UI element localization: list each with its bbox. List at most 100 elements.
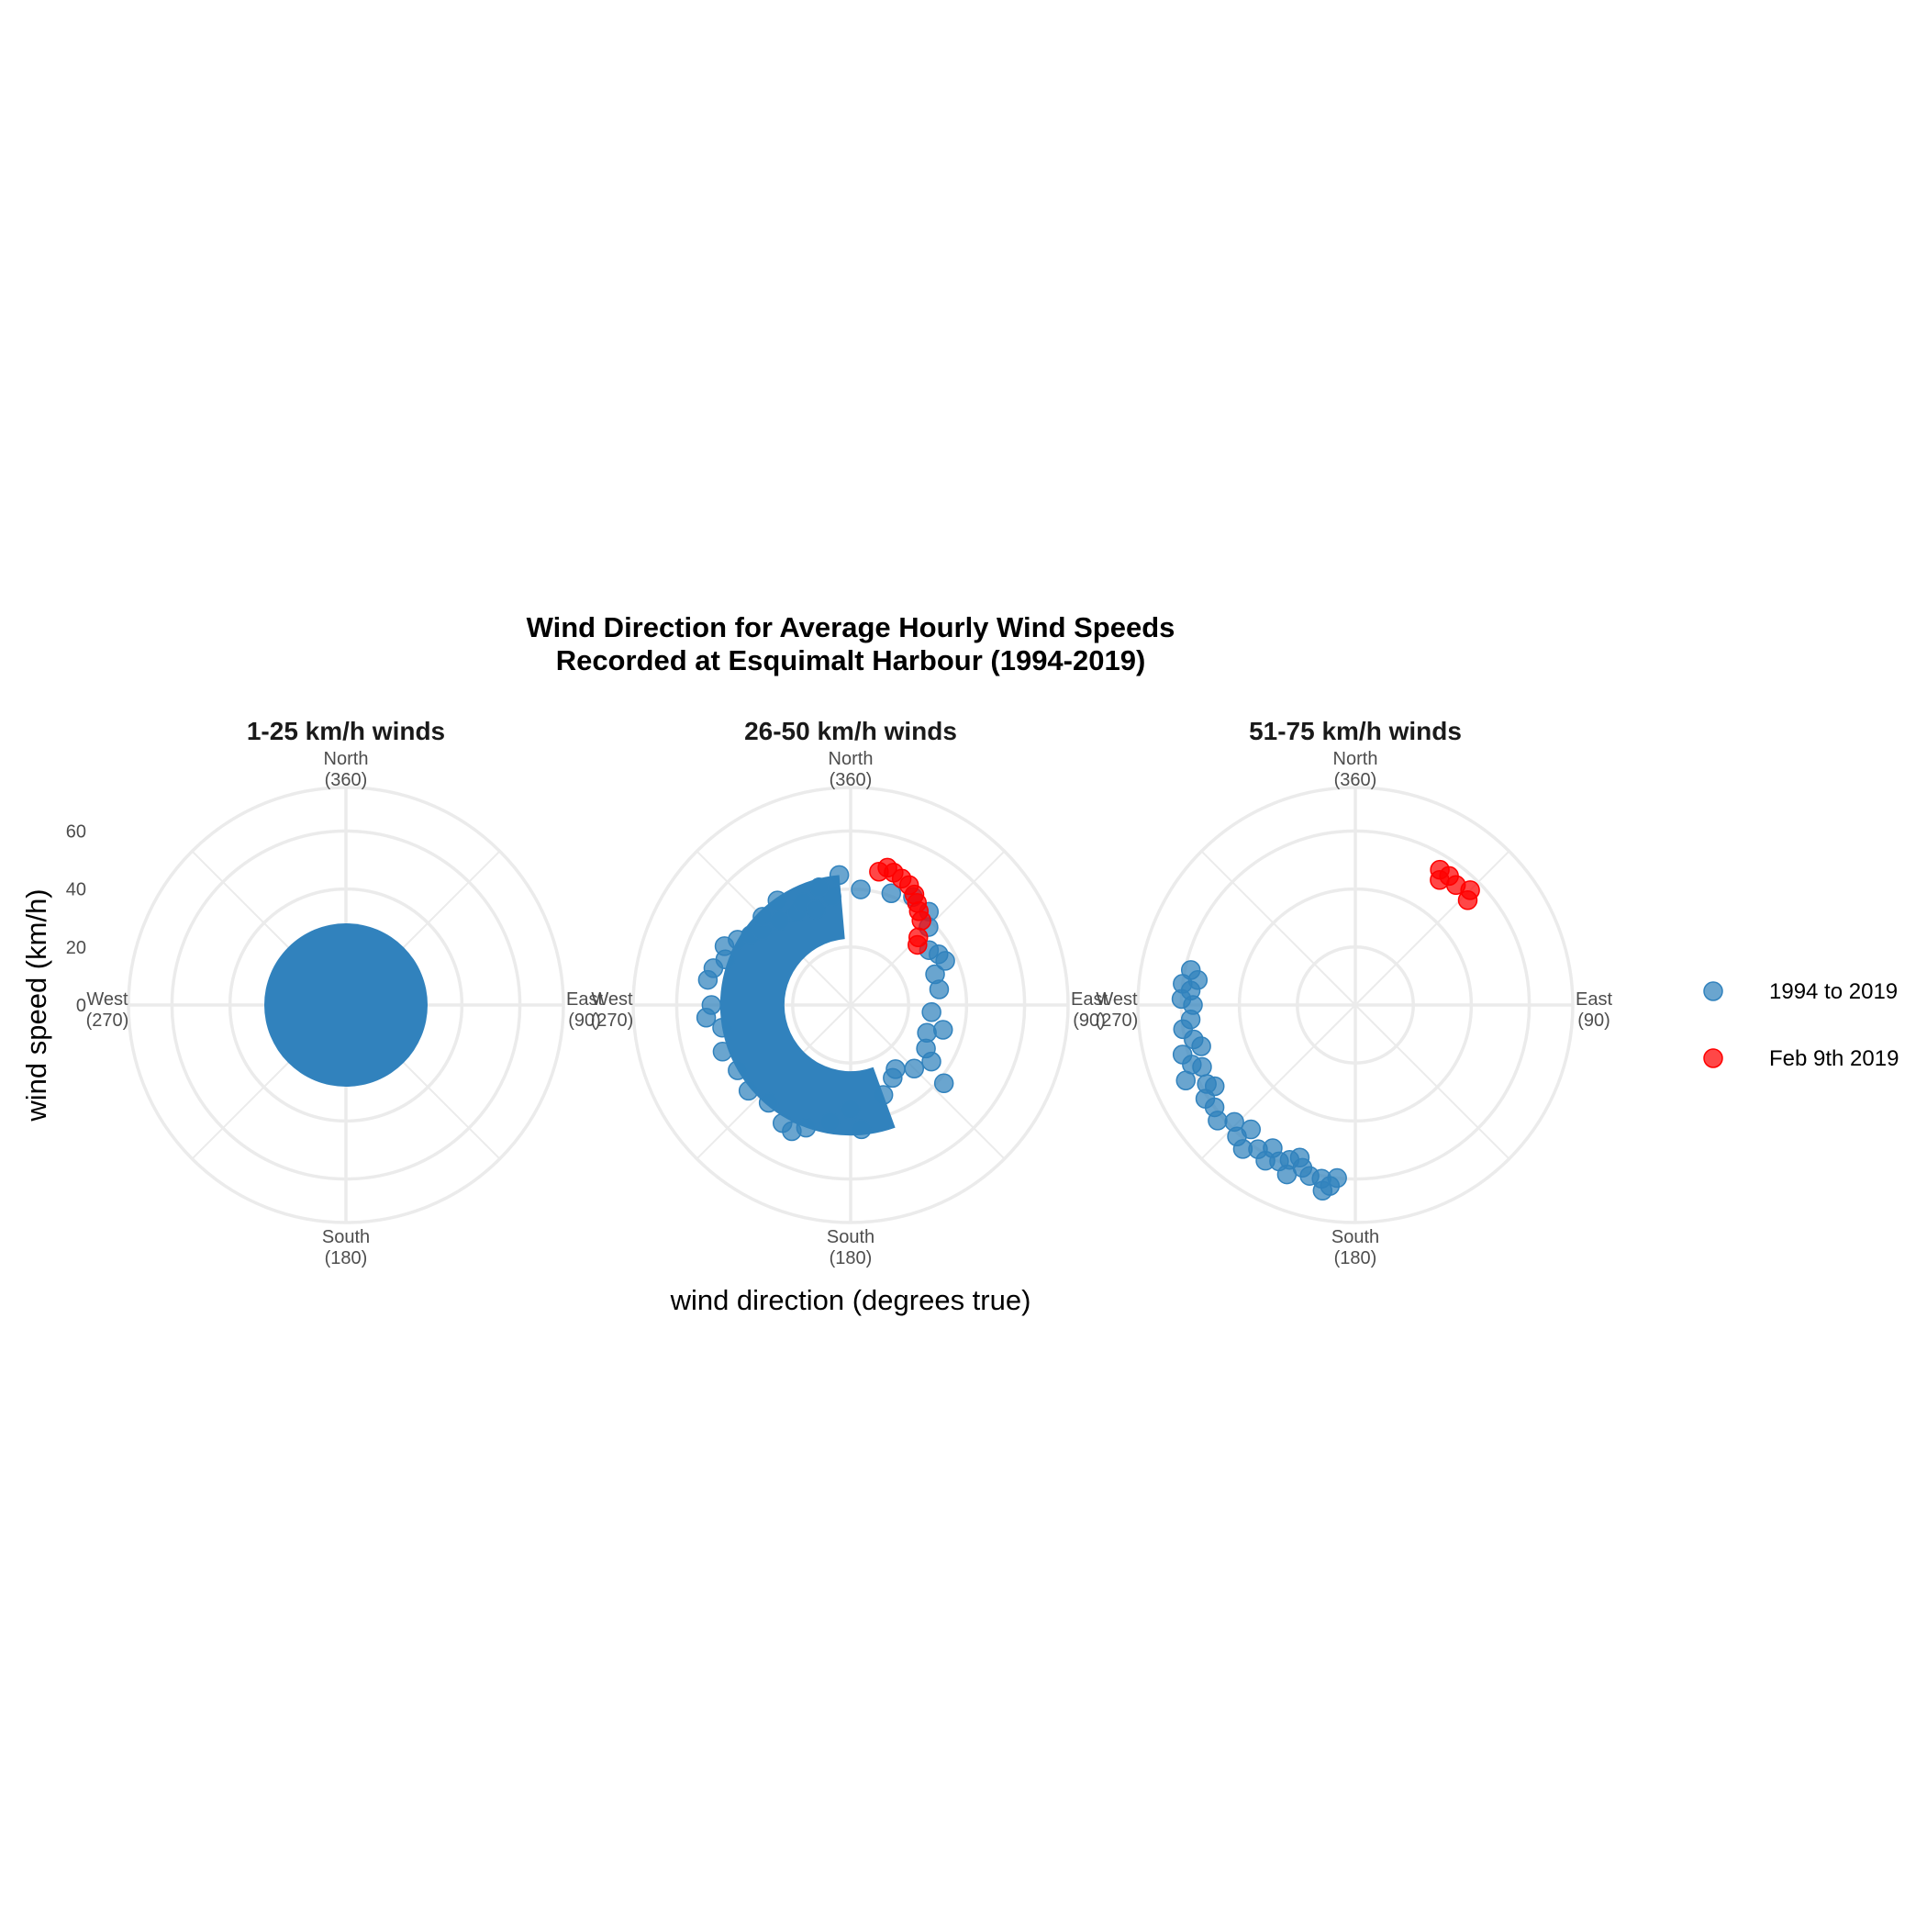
data-point bbox=[701, 995, 722, 1015]
data-point bbox=[1312, 1180, 1333, 1201]
facet-title: 51-75 km/h winds bbox=[1249, 717, 1462, 745]
direction-degree-label: (270) bbox=[1096, 1011, 1139, 1031]
data-point bbox=[851, 879, 871, 899]
data-point bbox=[852, 1119, 872, 1140]
radial-tick-label: 20 bbox=[66, 938, 86, 958]
data-point bbox=[1204, 1076, 1225, 1097]
data-point bbox=[929, 979, 950, 1000]
data-point bbox=[728, 1060, 748, 1080]
data-point bbox=[908, 934, 928, 955]
direction-label: North bbox=[1333, 749, 1378, 769]
data-point bbox=[772, 1112, 793, 1134]
chart-title-line-2: Recorded at Esquimalt Harbour (1994-2019… bbox=[556, 644, 1146, 676]
facet-title: 26-50 km/h winds bbox=[744, 717, 957, 745]
direction-degree-label: (270) bbox=[86, 1011, 129, 1031]
direction-degree-label: (180) bbox=[830, 1248, 873, 1268]
legend-key bbox=[1703, 1048, 1723, 1068]
data-point bbox=[1192, 1056, 1212, 1078]
legend-label: Feb 9th 2019 bbox=[1769, 1046, 1899, 1071]
data-point bbox=[1327, 1167, 1347, 1189]
x-axis-title: wind direction (degrees true) bbox=[670, 1284, 1031, 1316]
data-point bbox=[808, 877, 830, 898]
direction-degree-label: (360) bbox=[1334, 770, 1377, 790]
radial-tick-label: 0 bbox=[76, 996, 86, 1016]
facet-panel: 1-25 km/h winds North(360) East(90) South(1… bbox=[86, 717, 604, 1268]
direction-label: South bbox=[322, 1227, 370, 1247]
direction-label: East bbox=[1576, 989, 1612, 1010]
data-point bbox=[904, 1058, 925, 1079]
direction-degree-label: (90) bbox=[568, 1011, 601, 1031]
facet-panels: 1-25 km/h windsNorth(360)East(90)South(1… bbox=[66, 717, 1613, 1268]
data-point bbox=[752, 907, 773, 927]
direction-label: West bbox=[591, 989, 633, 1010]
data-point bbox=[770, 910, 790, 931]
data-point bbox=[1457, 890, 1478, 910]
direction-label: West bbox=[1096, 989, 1138, 1010]
data-point bbox=[1171, 988, 1192, 1010]
angular-gridline bbox=[1354, 1004, 1510, 1160]
radial-tick-label: 60 bbox=[66, 821, 86, 842]
data-point bbox=[921, 1001, 941, 1022]
direction-label: East bbox=[1071, 989, 1108, 1010]
radial-tick-labels: 0 20 40 60 bbox=[66, 821, 86, 1016]
angular-gridline bbox=[1200, 850, 1356, 1006]
direction-label: North bbox=[829, 749, 874, 769]
data-points bbox=[696, 857, 955, 1142]
direction-label: East bbox=[566, 989, 603, 1010]
data-point bbox=[819, 1111, 841, 1133]
radial-tick-label: 40 bbox=[66, 880, 86, 900]
data-ring bbox=[719, 875, 896, 1136]
data-point bbox=[712, 1017, 732, 1038]
data-point bbox=[1180, 960, 1201, 980]
data-point bbox=[841, 1100, 861, 1120]
data-points bbox=[1171, 859, 1480, 1201]
chart-title-line-1: Wind Direction for Average Hourly Wind S… bbox=[527, 611, 1175, 643]
point-cloud-disc bbox=[264, 923, 428, 1087]
angular-gridline bbox=[850, 1004, 1006, 1160]
data-point bbox=[921, 1051, 941, 1072]
data-point bbox=[1263, 1138, 1283, 1158]
direction-degree-label: (360) bbox=[830, 770, 873, 790]
data-point bbox=[1430, 870, 1450, 890]
data-point bbox=[935, 951, 955, 971]
data-point bbox=[1241, 1119, 1262, 1140]
direction-degree-label: (90) bbox=[1073, 1011, 1106, 1031]
direction-label: South bbox=[827, 1227, 874, 1247]
y-axis-title: wind speed (km/h) bbox=[20, 888, 52, 1122]
direction-degree-label: (180) bbox=[1334, 1248, 1377, 1268]
data-point bbox=[883, 1067, 903, 1089]
data-point bbox=[881, 883, 902, 904]
data-point bbox=[1175, 1070, 1196, 1091]
data-point bbox=[1208, 1111, 1228, 1131]
data-point bbox=[933, 1073, 954, 1094]
point-cloud-ring bbox=[719, 875, 896, 1136]
data-point bbox=[1191, 1036, 1211, 1056]
direction-degree-label: (90) bbox=[1577, 1011, 1610, 1031]
legend: 1994 to 2019 Feb 9th 2019 bbox=[1703, 979, 1899, 1071]
data-point bbox=[767, 890, 787, 910]
direction-degree-label: (270) bbox=[591, 1011, 634, 1031]
direction-label: West bbox=[86, 989, 128, 1010]
data-point bbox=[873, 1085, 894, 1105]
data-point bbox=[932, 1020, 953, 1040]
data-point bbox=[712, 1042, 733, 1062]
data-point bbox=[738, 1080, 759, 1101]
legend-key bbox=[1703, 981, 1723, 1001]
legend-label: 1994 to 2019 bbox=[1769, 979, 1898, 1004]
direction-label: North bbox=[324, 749, 369, 769]
data-point bbox=[806, 899, 826, 920]
data-point bbox=[829, 865, 850, 886]
data-point bbox=[911, 910, 931, 931]
facet-panel: 51-75 km/h windsNorth(360)East(90)South(… bbox=[1096, 717, 1613, 1268]
direction-degree-label: (180) bbox=[325, 1248, 368, 1268]
direction-degree-label: (360) bbox=[325, 770, 368, 790]
direction-label: South bbox=[1331, 1227, 1379, 1247]
data-ring bbox=[264, 923, 428, 1087]
angular-gridline bbox=[1200, 1004, 1356, 1160]
data-point bbox=[758, 1092, 779, 1113]
data-point bbox=[1279, 1149, 1300, 1170]
facet-panel: 26-50 km/h windsNorth(360)East(90)South(… bbox=[591, 717, 1108, 1268]
facet-title: 1-25 km/h winds bbox=[247, 717, 445, 745]
